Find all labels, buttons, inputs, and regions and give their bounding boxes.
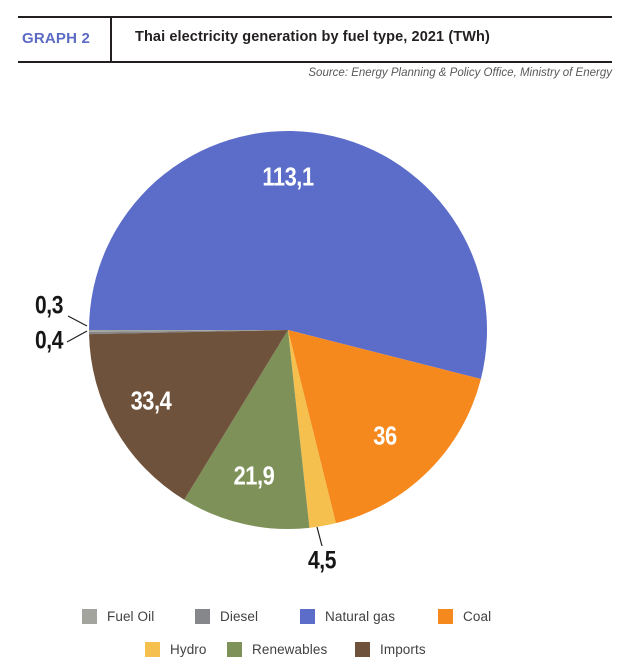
legend-swatch-natural-gas bbox=[300, 608, 315, 624]
header-divider bbox=[110, 16, 112, 63]
legend-swatch-imports bbox=[355, 641, 370, 657]
leader-line-hydro bbox=[316, 526, 323, 547]
legend-item-coal: Coal bbox=[438, 608, 491, 624]
header-bottom-rule bbox=[18, 61, 612, 63]
legend-swatch-hydro bbox=[145, 641, 160, 657]
chart-title: Thai electricity generation by fuel type… bbox=[135, 29, 490, 45]
source-attribution: Source: Energy Planning & Policy Office,… bbox=[308, 67, 612, 79]
legend-item-imports: Imports bbox=[355, 641, 426, 657]
leader-line-diesel bbox=[66, 330, 88, 343]
legend-swatch-coal bbox=[438, 608, 453, 624]
pie-slice-diesel bbox=[89, 330, 288, 335]
pie-slice-imports bbox=[89, 330, 288, 500]
legend-swatch-diesel bbox=[195, 608, 210, 624]
slice-value-imports: 33,4 bbox=[130, 385, 172, 416]
pie-slice-fuel-oil bbox=[89, 330, 288, 332]
legend-item-diesel: Diesel bbox=[195, 608, 258, 624]
legend-label-fuel-oil: Fuel Oil bbox=[107, 608, 155, 624]
leader-line-fuel-oil bbox=[67, 315, 88, 327]
graph-number-label: GRAPH 2 bbox=[22, 30, 91, 47]
header-top-rule bbox=[18, 16, 612, 18]
legend-label-coal: Coal bbox=[463, 608, 492, 624]
legend-item-fuel-oil: Fuel Oil bbox=[82, 608, 154, 624]
legend-label-imports: Imports bbox=[380, 641, 426, 657]
legend-label-diesel: Diesel bbox=[220, 608, 259, 624]
legend-label-natural-gas: Natural gas bbox=[325, 608, 396, 624]
slice-value-fuel-oil: 0,3 bbox=[35, 291, 63, 320]
pie-slice-hydro bbox=[288, 330, 336, 528]
legend-swatch-renewables bbox=[227, 641, 242, 657]
legend-item-hydro: Hydro bbox=[145, 641, 207, 657]
slice-value-hydro: 4,5 bbox=[308, 546, 336, 575]
pie-slice-renewables bbox=[184, 330, 310, 529]
legend-item-renewables: Renewables bbox=[227, 641, 327, 657]
slice-value-renewables: 21,9 bbox=[233, 460, 275, 491]
slice-value-coal: 36 bbox=[373, 420, 397, 451]
legend-swatch-fuel-oil bbox=[82, 608, 97, 624]
slice-value-natural-gas: 113,1 bbox=[262, 161, 314, 192]
legend-item-natural-gas: Natural gas bbox=[300, 608, 395, 624]
legend-label-renewables: Renewables bbox=[252, 641, 328, 657]
pie-slice-coal bbox=[288, 330, 481, 524]
slice-value-diesel: 0,4 bbox=[35, 326, 63, 355]
legend-label-hydro: Hydro bbox=[170, 641, 207, 657]
pie-slice-natural-gas bbox=[89, 130, 487, 379]
